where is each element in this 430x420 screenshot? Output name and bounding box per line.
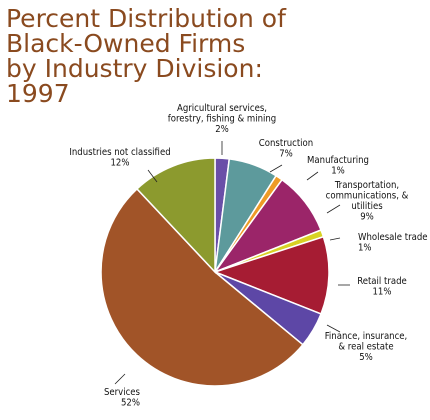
slice-category-label: Manufacturing (307, 155, 369, 166)
slice-category-label: communications, & (326, 191, 409, 202)
slice-value-label: 5% (359, 352, 373, 363)
slice-category-label: Wholesale trade (358, 232, 428, 243)
slice-label-agricultural: Agricultural services,forestry, fishing … (168, 103, 277, 135)
slice-category-label: Services (104, 387, 141, 398)
slice-label-transportation: Transportation,communications, &utilitie… (326, 180, 409, 223)
slice-value-label: 7% (279, 149, 293, 160)
slice-category-label: Transportation, (334, 180, 399, 191)
leader-line-finance (326, 324, 341, 333)
slice-category-label: Finance, insurance, (325, 331, 408, 342)
chart-title: Percent Distribution of Black-Owned Firm… (6, 6, 286, 106)
pie-slice-services (100, 187, 304, 387)
slice-value-label: 9% (360, 212, 374, 223)
chart-title-line: by Industry Division: (6, 54, 263, 83)
leader-line-not-classified (147, 169, 158, 183)
slice-category-label: Agricultural services, (177, 103, 267, 114)
slice-category-label: utilities (351, 201, 383, 212)
slice-value-label: 11% (373, 287, 392, 298)
slice-value-label: 1% (331, 166, 345, 177)
slice-value-label: 52% (121, 398, 140, 409)
chart-title-line: Percent Distribution of (6, 4, 286, 33)
slice-category-label: Retail trade (357, 276, 407, 287)
leader-line-transportation (326, 204, 341, 214)
chart-title-line: Black-Owned Firms (6, 29, 246, 58)
slice-category-label: Construction (259, 138, 313, 149)
leader-line-manufacturing (306, 171, 319, 181)
slice-category-label: forestry, fishing & mining (168, 114, 277, 125)
leader-line-construction (269, 164, 283, 173)
slice-category-label: & real estate (338, 342, 393, 353)
slice-value-label: 1% (358, 243, 372, 254)
slice-value-label: 12% (111, 158, 130, 169)
leader-line-wholesale-trade (329, 237, 341, 241)
leader-line-services (114, 373, 126, 385)
chart-title-line: 1997 (6, 79, 70, 108)
pie-slice-retail-trade (212, 235, 330, 315)
slice-value-label: 2% (215, 124, 229, 135)
pie-slice-not-classified (135, 157, 216, 274)
slice-category-label: Industries not classified (69, 147, 170, 158)
